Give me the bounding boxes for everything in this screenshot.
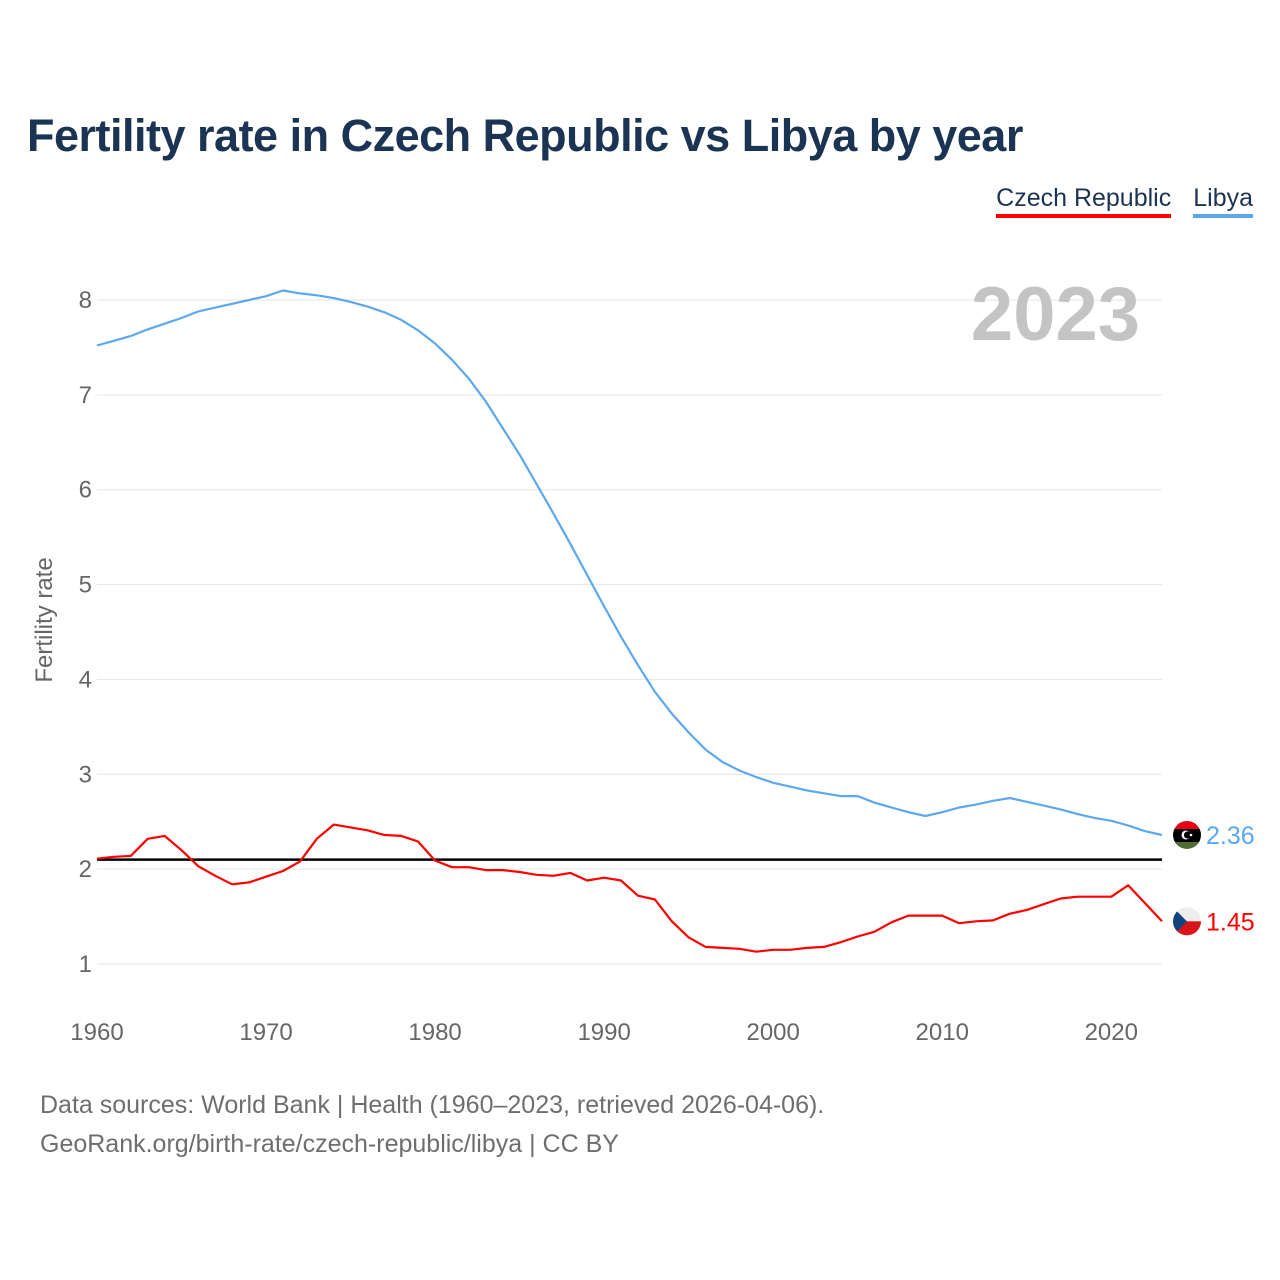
end-value-label-czech-republic: 1.45 (1206, 908, 1255, 936)
y-axis-label: Fertility rate (31, 557, 58, 682)
x-tick-label: 1980 (408, 1019, 461, 1046)
y-tick-label: 5 (79, 572, 92, 599)
footer-url: GeoRank.org/birth-rate/czech-republic/li… (40, 1130, 619, 1158)
footer: Data sources: World Bank | Health (1960–… (40, 1086, 824, 1164)
y-tick-label: 4 (79, 666, 92, 693)
y-tick-label: 6 (79, 477, 92, 504)
y-tick-label: 2 (79, 856, 92, 883)
crescent-cut (1183, 831, 1192, 839)
y-tick-label: 1 (79, 951, 92, 978)
y-tick-label: 7 (79, 382, 92, 409)
x-tick-label: 2000 (746, 1019, 799, 1046)
flag-stripe (1173, 841, 1201, 849)
x-tick-label: 2020 (1085, 1019, 1138, 1046)
x-tick-label: 1970 (239, 1019, 292, 1046)
chart-title: Fertility rate in Czech Republic vs Liby… (27, 110, 1023, 161)
flag-czech-republic-icon (1173, 907, 1201, 936)
x-tick-label: 1960 (70, 1019, 123, 1046)
series-line-czech-republic (96, 823, 1163, 953)
legend: Czech Republic Libya (996, 184, 1253, 218)
end-value-label-libya: 2.36 (1206, 822, 1255, 850)
y-tick-label: 8 (79, 287, 92, 314)
flag-body (1173, 820, 1201, 849)
x-tick-label: 2010 (916, 1019, 969, 1046)
flag-libya-icon (1173, 820, 1201, 849)
star-icon (1189, 833, 1193, 837)
legend-czech-republic[interactable]: Czech Republic (996, 184, 1172, 218)
current-year-label: 2023 (971, 272, 1140, 357)
y-tick-label: 3 (79, 761, 92, 788)
footer-sources: Data sources: World Bank | Health (1960–… (40, 1091, 825, 1119)
flag-triangle (1173, 907, 1187, 936)
flag-body (1173, 907, 1201, 936)
legend-libya[interactable]: Libya (1193, 184, 1253, 218)
series-line-libya (96, 289, 1163, 837)
x-tick-label: 1990 (577, 1019, 630, 1046)
flag-stripe (1173, 820, 1201, 829)
